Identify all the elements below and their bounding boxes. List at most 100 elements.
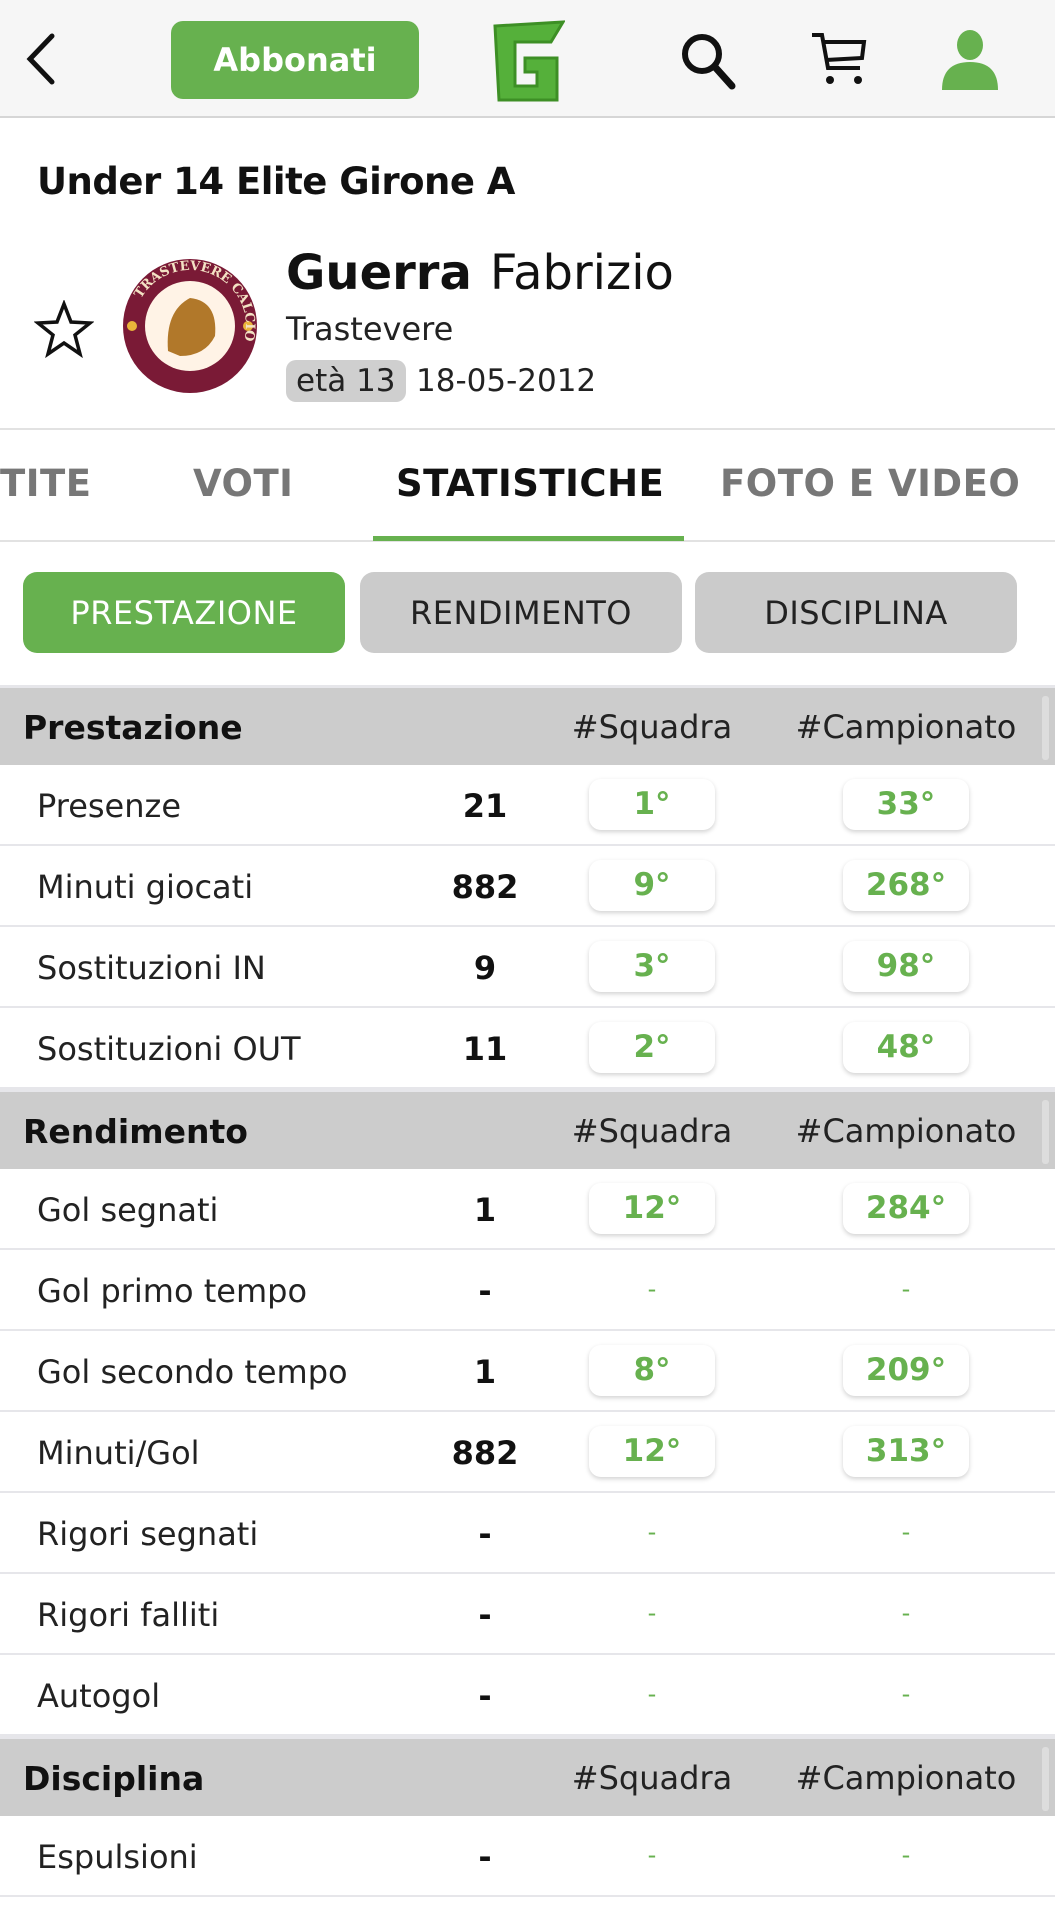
table-row: Gol primo tempo - - - xyxy=(0,1250,1055,1331)
active-tab-indicator xyxy=(373,536,684,541)
scrollbar[interactable] xyxy=(1042,1747,1049,1811)
tab-partite[interactable]: TITE xyxy=(0,462,92,505)
stat-label: Gol segnati xyxy=(37,1191,219,1229)
league-rank[interactable]: - xyxy=(843,1588,969,1639)
birth-date: 18-05-2012 xyxy=(416,363,597,399)
column-campionato: #Campionato xyxy=(795,1759,1017,1797)
league-rank[interactable]: - xyxy=(843,1507,969,1558)
age-badge: età 13 xyxy=(286,360,406,402)
stat-value: 882 xyxy=(451,1434,519,1472)
player-name: Guerra Fabrizio xyxy=(286,245,674,301)
stats-table: Prestazione #Squadra #Campionato Presenz… xyxy=(0,685,1055,1897)
table-row: Presenze 21 1° 33° xyxy=(0,765,1055,846)
stat-label: Gol secondo tempo xyxy=(37,1353,348,1391)
stat-label: Presenze xyxy=(37,787,181,825)
stat-value: - xyxy=(478,1515,492,1553)
player-team[interactable]: Trastevere xyxy=(286,310,454,348)
tab-bar: TITE VOTI STATISTICHE FOTO E VIDEO xyxy=(0,428,1055,542)
column-squadra: #Squadra xyxy=(571,1112,733,1150)
stat-label: Gol primo tempo xyxy=(37,1272,308,1310)
league-rank[interactable]: - xyxy=(843,1830,969,1881)
team-rank[interactable]: 2° xyxy=(589,1022,715,1073)
stat-value: 882 xyxy=(451,868,519,906)
team-rank[interactable]: 3° xyxy=(589,941,715,992)
stat-value: 21 xyxy=(462,787,508,825)
table-row: Gol secondo tempo 1 8° 209° xyxy=(0,1331,1055,1412)
table-row: Rigori segnati - - - xyxy=(0,1493,1055,1574)
stat-value: 11 xyxy=(462,1030,508,1068)
league-rank[interactable]: - xyxy=(843,1669,969,1720)
team-rank[interactable]: 1° xyxy=(589,779,715,830)
section-header-prestazione: Prestazione #Squadra #Campionato xyxy=(0,685,1055,765)
logo-icon[interactable] xyxy=(485,18,565,102)
tab-voti[interactable]: VOTI xyxy=(193,462,294,505)
team-rank[interactable]: 12° xyxy=(589,1426,715,1477)
team-rank[interactable]: - xyxy=(589,1669,715,1720)
tab-statistiche[interactable]: STATISTICHE xyxy=(396,462,665,505)
back-icon[interactable] xyxy=(22,32,58,86)
segment-prestazione[interactable]: PRESTAZIONE xyxy=(23,572,345,653)
team-rank[interactable]: 12° xyxy=(589,1183,715,1234)
stat-value: - xyxy=(478,1272,492,1310)
league-rank[interactable]: 313° xyxy=(843,1426,969,1477)
table-row: Rigori falliti - - - xyxy=(0,1574,1055,1655)
section-title: Disciplina xyxy=(23,1759,205,1798)
league-rank[interactable]: 33° xyxy=(843,779,969,830)
player-surname: Guerra xyxy=(286,245,472,301)
table-row: Minuti giocati 882 9° 268° xyxy=(0,846,1055,927)
segment-rendimento[interactable]: RENDIMENTO xyxy=(360,572,682,653)
stat-value: - xyxy=(478,1677,492,1715)
search-icon[interactable] xyxy=(678,30,738,90)
column-squadra: #Squadra xyxy=(571,708,733,746)
table-row: Autogol - - - xyxy=(0,1655,1055,1736)
stat-label: Rigori segnati xyxy=(37,1515,259,1553)
section-header-disciplina: Disciplina #Squadra #Campionato xyxy=(0,1736,1055,1816)
stat-value: - xyxy=(478,1838,492,1876)
tab-foto-video[interactable]: FOTO E VIDEO xyxy=(720,462,1021,505)
column-squadra: #Squadra xyxy=(571,1759,733,1797)
team-badge: TRASTEVERE CALCIO xyxy=(123,259,257,393)
league-rank[interactable]: - xyxy=(843,1264,969,1315)
stat-value: 1 xyxy=(473,1191,497,1229)
subscribe-button[interactable]: Abbonati xyxy=(171,21,419,99)
table-row: Sostituzioni IN 9 3° 98° xyxy=(0,927,1055,1008)
stat-label: Rigori falliti xyxy=(37,1596,220,1634)
segment-disciplina[interactable]: DISCIPLINA xyxy=(695,572,1017,653)
stat-label: Espulsioni xyxy=(37,1838,198,1876)
team-rank[interactable]: - xyxy=(589,1588,715,1639)
team-rank[interactable]: - xyxy=(589,1830,715,1881)
team-rank[interactable]: - xyxy=(589,1264,715,1315)
league-rank[interactable]: 209° xyxy=(843,1345,969,1396)
scrollbar[interactable] xyxy=(1042,696,1049,760)
stat-value: - xyxy=(478,1596,492,1634)
table-row: Espulsioni - - - xyxy=(0,1816,1055,1897)
user-icon[interactable] xyxy=(940,28,1000,92)
league-rank[interactable]: 98° xyxy=(843,941,969,992)
league-title: Under 14 Elite Girone A xyxy=(37,160,515,203)
stat-label: Minuti/Gol xyxy=(37,1434,200,1472)
player-firstname: Fabrizio xyxy=(489,245,674,301)
section-header-rendimento: Rendimento #Squadra #Campionato xyxy=(0,1089,1055,1169)
league-rank[interactable]: 268° xyxy=(843,860,969,911)
stat-value: 1 xyxy=(473,1353,497,1391)
team-rank[interactable]: 8° xyxy=(589,1345,715,1396)
stat-label: Sostituzioni IN xyxy=(37,949,266,987)
section-title: Prestazione xyxy=(23,708,243,747)
stat-value: 9 xyxy=(473,949,497,987)
league-rank[interactable]: 48° xyxy=(843,1022,969,1073)
cart-icon[interactable] xyxy=(808,30,870,88)
stat-label: Autogol xyxy=(37,1677,161,1715)
stat-label: Minuti giocati xyxy=(37,868,254,906)
column-campionato: #Campionato xyxy=(795,708,1017,746)
table-row: Sostituzioni OUT 11 2° 48° xyxy=(0,1008,1055,1089)
top-bar: Abbonati xyxy=(0,0,1055,118)
column-campionato: #Campionato xyxy=(795,1112,1017,1150)
league-rank[interactable]: 284° xyxy=(843,1183,969,1234)
team-rank[interactable]: - xyxy=(589,1507,715,1558)
section-title: Rendimento xyxy=(23,1112,248,1151)
favorite-star-icon[interactable] xyxy=(34,300,94,358)
team-rank[interactable]: 9° xyxy=(589,860,715,911)
table-row: Minuti/Gol 882 12° 313° xyxy=(0,1412,1055,1493)
table-row: Gol segnati 1 12° 284° xyxy=(0,1169,1055,1250)
scrollbar[interactable] xyxy=(1042,1100,1049,1164)
